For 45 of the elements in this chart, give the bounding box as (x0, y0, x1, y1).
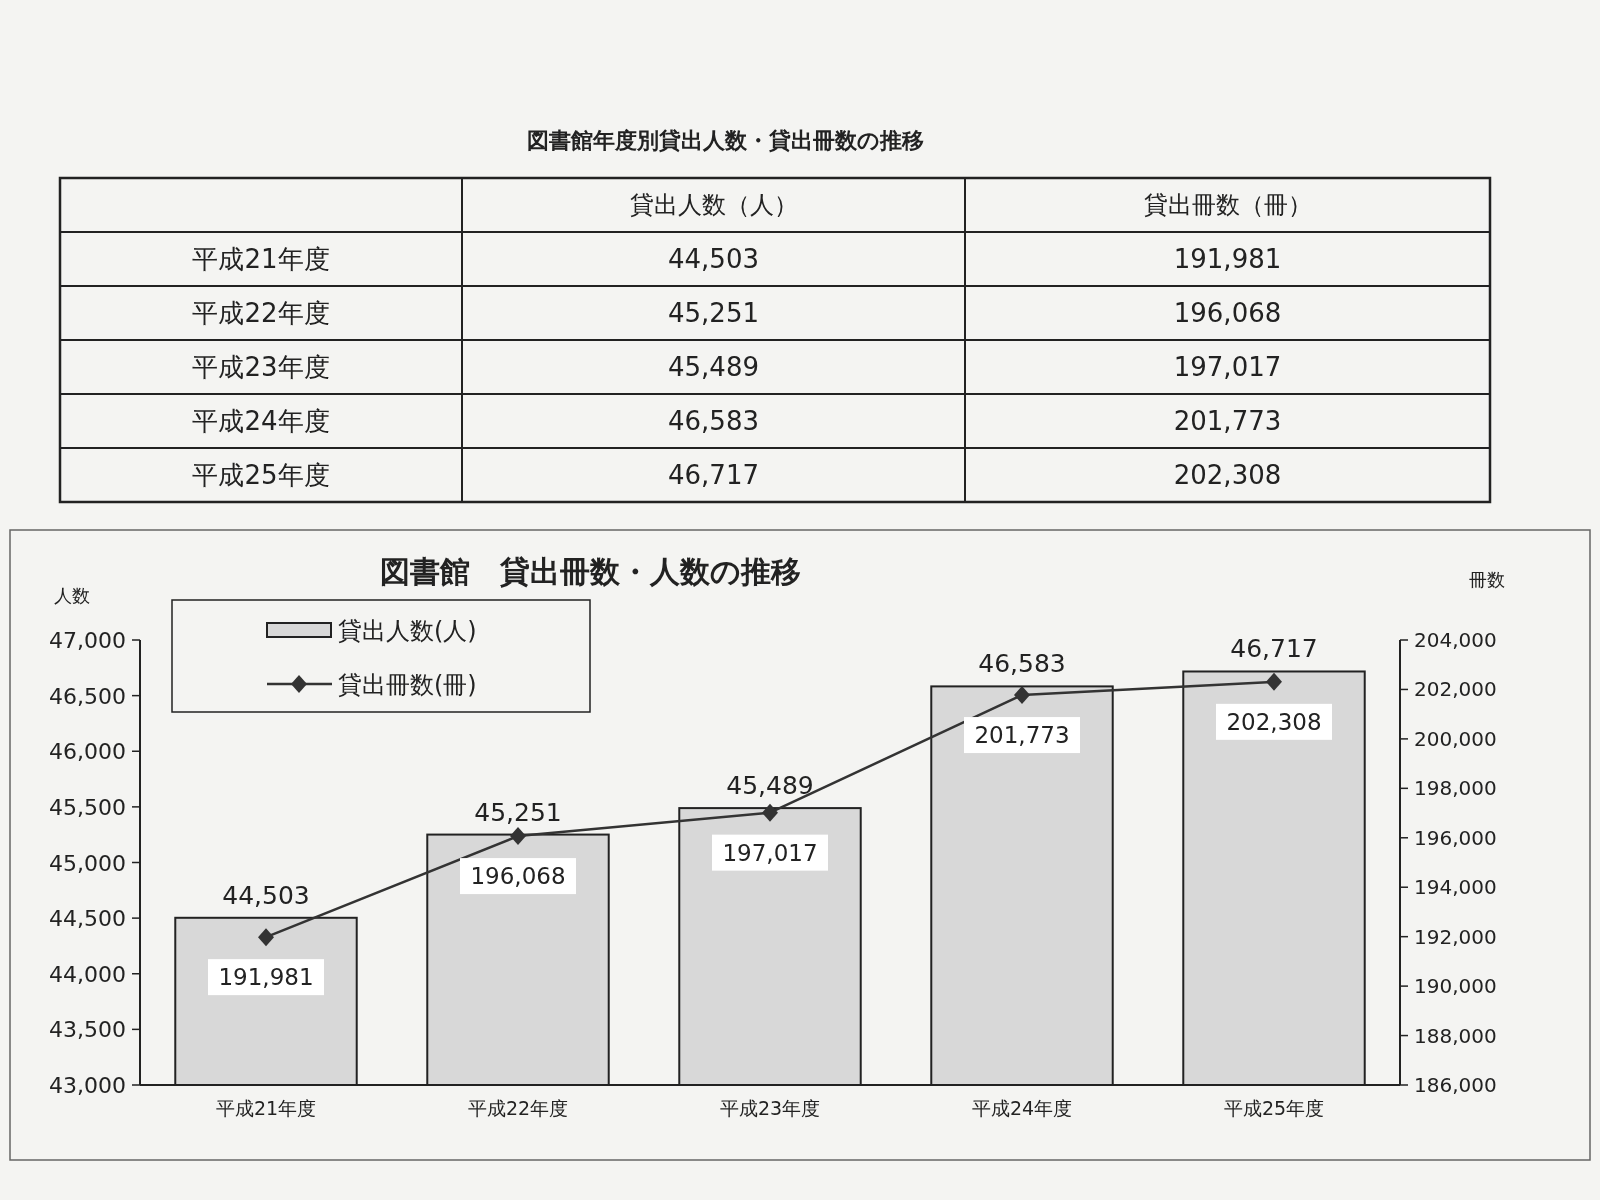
y2-tick-label: 190,000 (1414, 974, 1497, 999)
y2-tick-label: 194,000 (1414, 875, 1497, 900)
y-tick-label: 44,500 (49, 906, 126, 932)
legend-label: 貸出人数(人) (338, 617, 477, 645)
y2-tick-label: 198,000 (1414, 776, 1497, 801)
y-tick-label: 46,500 (49, 683, 126, 709)
data-label: 46,583 (978, 649, 1066, 679)
chart-title: 図書館 貸出冊数・人数の推移 (379, 554, 801, 589)
y-tick-label: 44,000 (49, 961, 126, 987)
point (1266, 672, 1282, 691)
y-tick-label: 43,000 (49, 1073, 126, 1098)
x-tick-label: 平成24年度 (971, 1097, 1073, 1119)
data-label: 196,068 (470, 863, 566, 890)
point (258, 928, 274, 947)
data-label: 202,308 (1226, 708, 1322, 735)
x-tick-label: 平成21年度 (215, 1097, 317, 1119)
y-tick-label: 47,000 (49, 628, 126, 653)
y-tick-label: 46,000 (49, 739, 126, 765)
y-tick-label: 45,000 (49, 850, 126, 876)
y2-tick-label: 200,000 (1414, 726, 1497, 751)
data-label: 201,773 (974, 722, 1070, 749)
legend-label: 貸出冊数(冊) (338, 671, 477, 699)
y-axis-title: 人数 (54, 585, 90, 606)
data-label: 45,251 (474, 797, 562, 827)
y2-tick-label: 202,000 (1414, 677, 1497, 702)
y2-tick-label: 188,000 (1414, 1023, 1497, 1048)
point (762, 803, 778, 822)
point (510, 827, 526, 846)
y-tick-label: 45,500 (49, 794, 126, 820)
table: 図書館年度別貸出人数・貸出冊数の推移 貸出人数（人） 貸出冊数（冊） 平成21年度 44,503 191,981 平成22年度 45,251 196,068 平成23年度 45,489 197,017 平成24年度 46,583 201,773 平成25年度 46,717 202,308 (58, 128, 1492, 504)
y2-tick-label: 192,000 (1414, 924, 1497, 949)
data-label: 45,489 (726, 771, 814, 801)
data-label: 46,717 (1230, 634, 1318, 664)
y2-tick-label: 204,000 (1414, 628, 1497, 652)
data-label: 44,503 (222, 880, 310, 910)
y2-axis-title: 冊数 (1469, 569, 1505, 590)
x-tick-label: 平成23年度 (719, 1097, 821, 1119)
y-tick-label: 43,500 (49, 1017, 126, 1043)
point (1014, 686, 1030, 705)
data-label: 197,017 (722, 839, 818, 866)
y2-tick-label: 186,000 (1414, 1073, 1497, 1097)
data-label: 191,981 (218, 964, 314, 991)
x-tick-label: 平成22年度 (467, 1097, 569, 1119)
y2-tick-label: 196,000 (1414, 825, 1497, 850)
x-tick-label: 平成25年度 (1223, 1097, 1325, 1119)
